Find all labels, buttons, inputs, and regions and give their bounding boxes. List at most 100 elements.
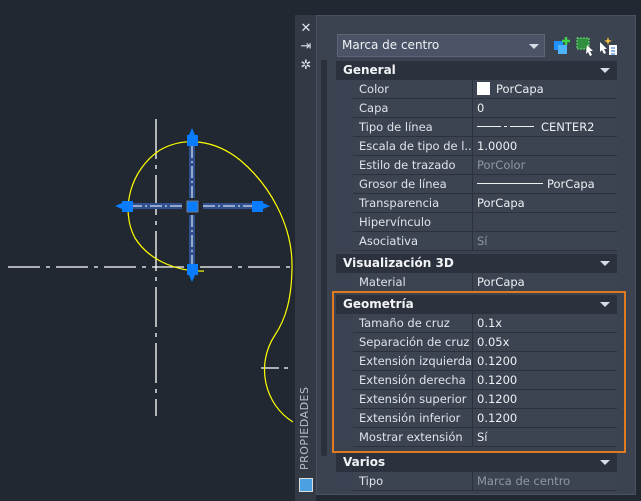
chevron-down-icon[interactable]	[600, 261, 610, 266]
property-row[interactable]: Mostrar extensión Sí	[353, 428, 617, 447]
section-geometry[interactable]: Geometría	[336, 295, 617, 314]
property-value[interactable]: PorCapa	[474, 194, 617, 212]
property-label: Tipo	[353, 472, 473, 490]
property-row[interactable]: Grosor de línea PorCapa	[353, 175, 617, 194]
auto-hide-icon[interactable]: ⇥	[300, 39, 312, 54]
property-value[interactable]: PorColor	[474, 156, 617, 174]
row-gutter	[336, 273, 353, 292]
property-label: Estilo de trazado	[353, 156, 473, 174]
property-label: Material	[353, 273, 473, 291]
property-value[interactable]: 0.1200	[474, 371, 617, 389]
settings-icon[interactable]: ✲	[300, 58, 312, 73]
property-value[interactable]: 0	[474, 99, 617, 117]
property-value[interactable]: PorCapa	[474, 80, 617, 98]
property-value-text: CENTER2	[541, 120, 595, 134]
property-row[interactable]: Extensión superior 0.1200	[353, 390, 617, 409]
geometry-highlight-box	[332, 291, 626, 453]
property-value-text: 0.05x	[477, 335, 510, 349]
property-value-text: PorCapa	[477, 275, 525, 289]
property-row[interactable]: Transparencia PorCapa	[353, 194, 617, 213]
section-general[interactable]: General	[336, 61, 617, 80]
property-value[interactable]	[474, 213, 617, 231]
property-value-text: 0.1200	[477, 411, 518, 425]
row-gutter	[336, 314, 353, 447]
property-value-text: PorCapa	[477, 196, 525, 210]
color-swatch	[477, 82, 490, 95]
property-row[interactable]: Tamaño de cruz 0.1x	[353, 314, 617, 333]
property-value[interactable]: 0.05x	[474, 333, 617, 351]
object-type-select[interactable]: Marca de centro	[337, 34, 545, 57]
chevron-down-icon[interactable]	[600, 460, 610, 465]
select-objects-icon[interactable]	[575, 36, 595, 56]
quick-select-icon[interactable]	[598, 36, 618, 56]
property-value-text: PorCapa	[547, 177, 595, 191]
property-label: Tamaño de cruz	[353, 314, 473, 332]
lineweight-preview	[477, 183, 543, 184]
property-label: Extensión izquierda	[353, 352, 473, 370]
property-value-text: PorColor	[477, 158, 526, 172]
property-row[interactable]: Capa 0	[353, 99, 617, 118]
property-row[interactable]: Color PorCapa	[353, 80, 617, 99]
row-gutter	[336, 472, 353, 491]
property-row[interactable]: Escala de tipo de l... 1.0000	[353, 137, 617, 156]
property-value[interactable]: 0.1200	[474, 352, 617, 370]
property-label: Extensión inferior	[353, 409, 473, 427]
property-row[interactable]: Extensión izquierda 0.1200	[353, 352, 617, 371]
chevron-down-icon[interactable]	[600, 68, 610, 73]
close-icon[interactable]: ✕	[300, 21, 312, 36]
property-row[interactable]: Separación de cruz 0.05x	[353, 333, 617, 352]
property-label: Escala de tipo de l...	[353, 137, 473, 155]
property-value-text: PorCapa	[496, 82, 544, 96]
object-type-value: Marca de centro	[342, 38, 440, 52]
property-value[interactable]: PorCapa	[474, 175, 617, 193]
property-value-text: 1.0000	[477, 139, 518, 153]
property-row[interactable]: Extensión inferior 0.1200	[353, 409, 617, 428]
property-label: Asociativa	[353, 232, 473, 250]
section-title: Visualización 3D	[343, 256, 454, 270]
property-value-text: 0	[477, 101, 485, 115]
chevron-down-icon[interactable]	[600, 302, 610, 307]
property-value[interactable]: 0.1200	[474, 409, 617, 427]
yellow-curve[interactable]	[127, 141, 294, 423]
property-label: Extensión derecha	[353, 371, 473, 389]
grips[interactable]	[115, 128, 270, 282]
property-label: Tipo de línea	[353, 118, 473, 136]
property-label: Grosor de línea	[353, 175, 473, 193]
section-title: Geometría	[343, 297, 414, 311]
section-vis3d[interactable]: Visualización 3D	[336, 254, 617, 273]
property-value[interactable]: 0.1200	[474, 390, 617, 408]
property-row[interactable]: Asociativa Sí	[353, 232, 617, 251]
property-value[interactable]: 1.0000	[474, 137, 617, 155]
property-value[interactable]: Sí	[474, 428, 617, 446]
property-row[interactable]: Extensión derecha 0.1200	[353, 371, 617, 390]
property-label: Extensión superior	[353, 390, 473, 408]
property-label: Color	[353, 80, 473, 98]
property-row[interactable]: Tipo Marca de centro	[353, 472, 617, 491]
properties-icon[interactable]	[299, 478, 313, 492]
property-row[interactable]: Material PorCapa	[353, 273, 617, 292]
palette-strip: ✕ ⇥ ✲	[295, 15, 316, 501]
property-value-text: Sí	[477, 234, 488, 248]
center-mark[interactable]	[115, 128, 270, 282]
property-value[interactable]: Sí	[474, 232, 617, 250]
property-value-text: 0.1x	[477, 316, 503, 330]
property-value-text: 0.1200	[477, 392, 518, 406]
scrollbar[interactable]	[321, 60, 327, 456]
toggle-pickadd-icon[interactable]	[552, 36, 572, 56]
drawing-canvas[interactable]	[0, 0, 295, 501]
property-row[interactable]: Tipo de línea CENTER2	[353, 118, 617, 137]
property-row[interactable]: Estilo de trazado PorColor	[353, 156, 617, 175]
property-value[interactable]: PorCapa	[474, 273, 617, 291]
property-value[interactable]: Marca de centro	[474, 472, 617, 490]
section-misc[interactable]: Varios	[336, 453, 617, 472]
linetype-preview	[477, 126, 537, 127]
property-label: Transparencia	[353, 194, 473, 212]
property-label: Hipervínculo	[353, 213, 473, 231]
property-value-text: 0.1200	[477, 354, 518, 368]
property-value-text: Sí	[477, 430, 488, 444]
property-value[interactable]: 0.1x	[474, 314, 617, 332]
property-value[interactable]: CENTER2	[474, 118, 617, 136]
center-lines	[8, 119, 293, 416]
row-gutter	[336, 80, 353, 251]
property-row[interactable]: Hipervínculo	[353, 213, 617, 232]
